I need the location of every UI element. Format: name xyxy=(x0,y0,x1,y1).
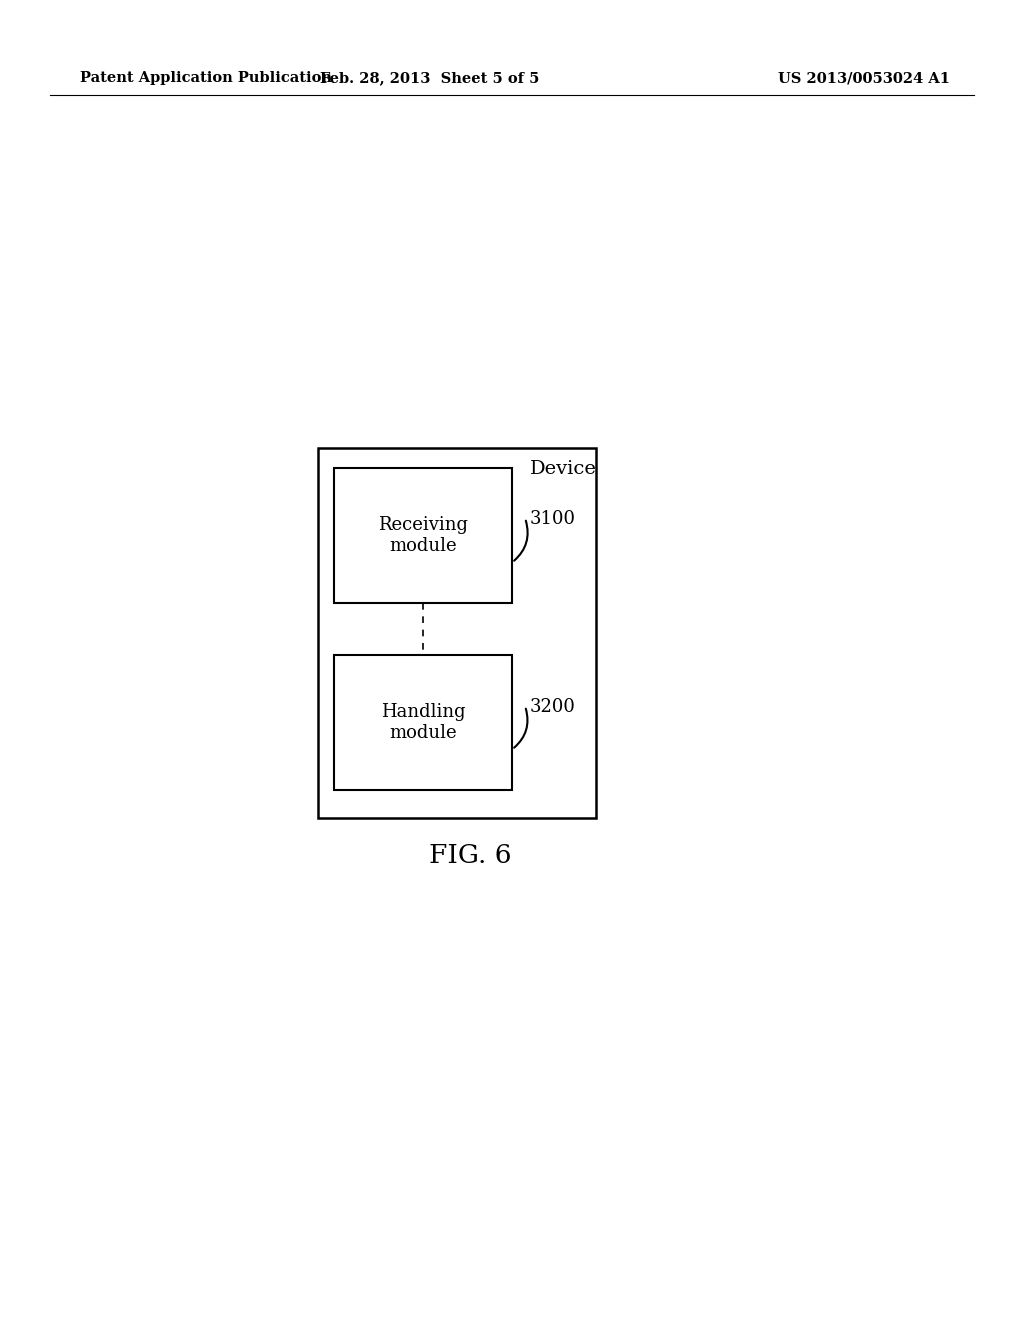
Text: Device: Device xyxy=(530,459,597,478)
Text: Feb. 28, 2013  Sheet 5 of 5: Feb. 28, 2013 Sheet 5 of 5 xyxy=(321,71,540,84)
Text: US 2013/0053024 A1: US 2013/0053024 A1 xyxy=(778,71,950,84)
Text: 3200: 3200 xyxy=(530,698,575,715)
Text: 3100: 3100 xyxy=(530,510,575,528)
Text: Handling
module: Handling module xyxy=(381,704,465,742)
Bar xyxy=(318,447,596,818)
Bar xyxy=(334,469,512,603)
Bar xyxy=(334,655,512,789)
Text: Patent Application Publication: Patent Application Publication xyxy=(80,71,332,84)
Text: Receiving
module: Receiving module xyxy=(378,516,468,554)
Text: FIG. 6: FIG. 6 xyxy=(429,843,511,869)
